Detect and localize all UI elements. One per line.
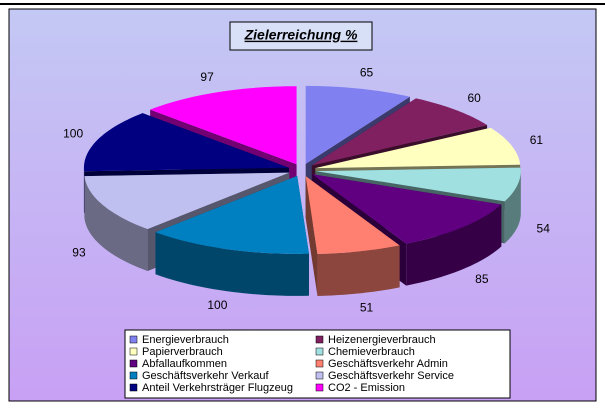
legend-label: Energieverbrauch	[142, 334, 229, 346]
value-label: 65	[360, 66, 374, 80]
value-label: 85	[475, 272, 489, 286]
legend-swatch	[316, 348, 323, 355]
legend-swatch	[316, 336, 323, 343]
legend-label: Chemieverbrauch	[328, 346, 415, 358]
legend-swatch	[130, 384, 137, 391]
legend-swatch	[130, 372, 137, 379]
legend-swatch	[316, 360, 323, 367]
legend-label: Heizenergieverbrauch	[328, 334, 436, 346]
value-label: 60	[467, 91, 481, 105]
chart-title: Zielerreichung %	[244, 27, 358, 43]
value-label: 97	[200, 70, 214, 84]
value-label: 100	[207, 298, 227, 312]
value-label: 51	[360, 301, 374, 315]
legend-label: Geschäftsverkehr Verkauf	[142, 370, 270, 382]
value-label: 93	[72, 246, 86, 260]
value-label: 61	[530, 133, 544, 147]
value-label: 100	[63, 126, 83, 140]
legend-swatch	[130, 348, 137, 355]
legend-label: CO2 - Emission	[328, 382, 405, 394]
legend-label: Geschäftsverkehr Admin	[328, 358, 448, 370]
legend-swatch	[316, 372, 323, 379]
legend-swatch	[130, 336, 137, 343]
legend-swatch	[316, 384, 323, 391]
value-label: 54	[537, 222, 551, 236]
legend-label: Papierverbrauch	[142, 346, 223, 358]
legend-label: Anteil Verkehrsträger Flugzeug	[142, 382, 293, 394]
legend-label: Abfallaufkommen	[142, 358, 227, 370]
legend-label: Geschäftsverkehr Service	[328, 370, 454, 382]
legend-swatch	[130, 360, 137, 367]
